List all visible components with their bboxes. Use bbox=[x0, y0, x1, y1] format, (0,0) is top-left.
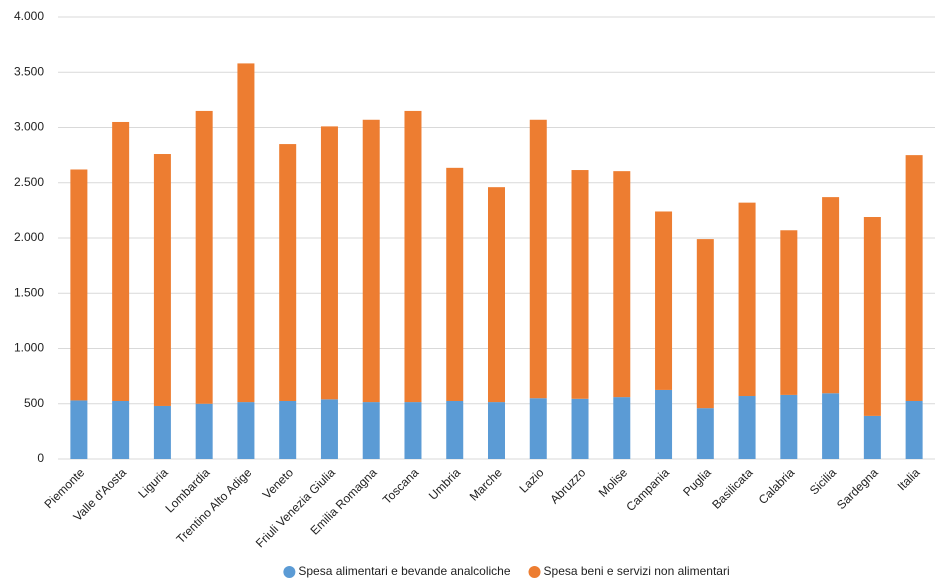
x-tick-label: Abruzzo bbox=[547, 465, 588, 506]
legend: Spesa alimentari e bevande analcoliche Sp… bbox=[283, 564, 730, 578]
x-tick-label: Puglia bbox=[680, 465, 714, 499]
y-tick-label: 3.500 bbox=[14, 64, 44, 78]
bar-segment bbox=[320, 399, 338, 459]
bar-segment bbox=[320, 126, 338, 400]
bar-segment bbox=[613, 171, 631, 398]
bar-segment bbox=[863, 415, 881, 459]
x-tick-label: Friuli Venezia Giulia bbox=[253, 465, 338, 550]
bar-segment bbox=[655, 211, 673, 390]
bar-segment bbox=[529, 398, 547, 459]
y-tick-label: 1.500 bbox=[14, 285, 44, 299]
bar-segment bbox=[529, 119, 547, 399]
bar-segment bbox=[905, 155, 923, 401]
bar-segment bbox=[279, 400, 297, 459]
y-tick-label: 2.500 bbox=[14, 175, 44, 189]
bar-segment bbox=[446, 167, 464, 401]
bar-segment bbox=[112, 400, 130, 459]
bar-segment bbox=[153, 405, 171, 459]
bar-segment bbox=[780, 394, 798, 459]
x-tick-label: Umbria bbox=[426, 465, 463, 502]
bar-segment bbox=[153, 154, 171, 406]
x-tick-label: Lazio bbox=[516, 465, 546, 495]
bar-segment bbox=[404, 110, 422, 403]
y-tick-label: 4.000 bbox=[14, 9, 44, 23]
bar-segment bbox=[112, 121, 130, 401]
bar-segment bbox=[362, 119, 380, 403]
x-tick-label: Campania bbox=[623, 465, 672, 514]
x-tick-label: Toscana bbox=[380, 465, 422, 507]
bar-segment bbox=[571, 170, 589, 399]
bar-segment bbox=[696, 239, 714, 409]
bar-segment bbox=[822, 197, 840, 394]
bar-segment bbox=[70, 169, 88, 401]
bar-segment bbox=[195, 110, 213, 404]
x-tick-label: Marche bbox=[467, 465, 505, 503]
y-tick-label: 2.000 bbox=[14, 230, 44, 244]
bar-segment bbox=[237, 402, 255, 459]
bar-segment bbox=[571, 398, 589, 459]
x-tick-label: Veneto bbox=[260, 465, 297, 502]
bar-segment bbox=[237, 63, 255, 403]
bar-segment bbox=[655, 389, 673, 459]
y-tick-label: 3.000 bbox=[14, 120, 44, 134]
x-tick-label: Trentino Alto Adige bbox=[173, 465, 254, 546]
x-tick-label: Sicilia bbox=[807, 465, 839, 497]
y-tick-label: 500 bbox=[24, 396, 44, 410]
bar-segment bbox=[863, 217, 881, 416]
legend-marker bbox=[283, 566, 296, 578]
bar-segment bbox=[905, 400, 923, 459]
bar-segment bbox=[279, 144, 297, 401]
bar-segment bbox=[738, 396, 756, 459]
x-tick-label: Molise bbox=[596, 465, 631, 500]
bar-segment bbox=[404, 402, 422, 459]
legend-label: Spesa alimentari e bevande analcoliche bbox=[298, 564, 510, 578]
bar-segment bbox=[195, 403, 213, 459]
y-tick-label: 1.000 bbox=[14, 341, 44, 355]
bar-segment bbox=[822, 393, 840, 459]
bar-segment bbox=[446, 400, 464, 459]
x-tick-label: Italia bbox=[895, 465, 923, 493]
bar-segment bbox=[70, 400, 88, 459]
bar-segment bbox=[696, 408, 714, 459]
bar-segment bbox=[613, 397, 631, 459]
x-tick-label: Sardegna bbox=[834, 465, 881, 512]
x-tick-label: Calabria bbox=[756, 465, 798, 507]
x-tick-label: Basilicata bbox=[709, 465, 755, 511]
legend-marker bbox=[528, 566, 541, 578]
bar-segment bbox=[738, 202, 756, 397]
legend-label: Spesa beni e servizi non alimentari bbox=[544, 564, 730, 578]
bar-segment bbox=[362, 402, 380, 459]
bar-segment bbox=[488, 187, 505, 403]
y-tick-label: 0 bbox=[37, 451, 44, 465]
bar-segment bbox=[780, 230, 798, 395]
x-tick-label: Liguria bbox=[135, 465, 171, 501]
bar-segment bbox=[488, 402, 505, 459]
